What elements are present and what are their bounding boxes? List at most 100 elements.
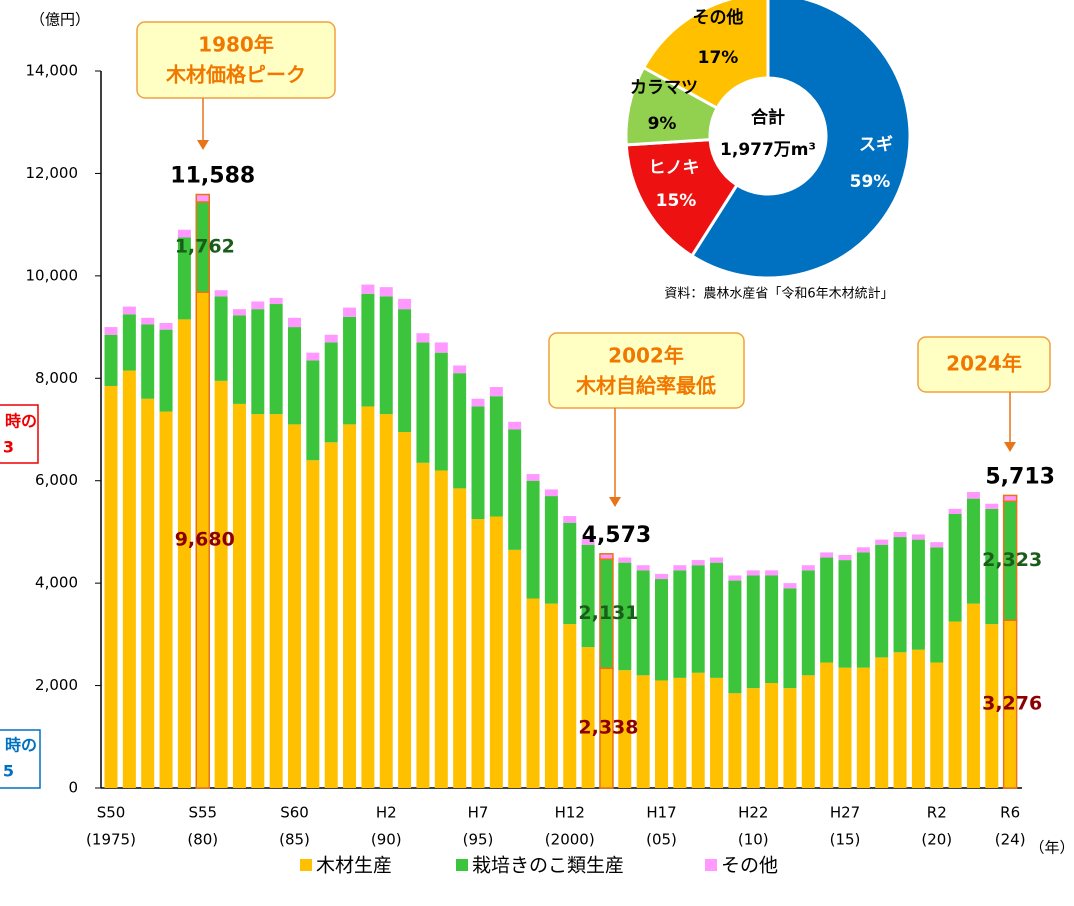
bar-segment <box>141 324 155 399</box>
bar-segment <box>856 547 870 553</box>
x-tick-label: (15) <box>830 831 861 849</box>
bar-segment <box>122 306 136 315</box>
bar-segment <box>655 579 668 681</box>
donut-center: 合計 <box>751 107 785 128</box>
bar-segment <box>526 598 540 788</box>
bar-segment <box>251 309 265 415</box>
bar-segment <box>288 424 301 788</box>
bar-segment <box>820 662 834 788</box>
bar-segment <box>655 573 668 580</box>
bar-segment <box>875 544 889 658</box>
slice-value: 9% <box>648 114 677 134</box>
x-tick-label: (24) <box>995 831 1026 849</box>
bar-segment <box>820 552 834 558</box>
bar-segment <box>801 570 815 676</box>
arrow-head <box>609 497 621 507</box>
x-tick-label: H12 <box>555 804 585 822</box>
callout-text: 木材自給率最低 <box>575 374 716 398</box>
value-label: 3,276 <box>982 693 1042 715</box>
bar-segment <box>673 570 687 678</box>
x-tick-label: H27 <box>830 804 860 822</box>
callout-text: 2024年 <box>946 352 1022 376</box>
note-text: 時の <box>5 736 37 755</box>
bar-segment <box>838 667 852 788</box>
bar-segment <box>232 309 246 316</box>
bar-segment <box>856 667 870 788</box>
bar-segment <box>618 562 632 671</box>
bar-segment <box>966 603 980 788</box>
bar-segment <box>911 539 925 650</box>
bar-segment <box>416 462 430 788</box>
value-label: 9,680 <box>175 529 235 551</box>
bar-segment <box>232 403 246 788</box>
bar-segment <box>471 519 485 788</box>
bar-segment <box>453 488 467 788</box>
legend-label: 栽培きのこ類生産 <box>472 855 624 877</box>
x-tick-label: H2 <box>376 804 397 822</box>
bar-segment <box>343 307 357 317</box>
bar-segment <box>893 652 907 788</box>
bar-segment <box>416 342 430 463</box>
bar-segment <box>232 315 246 404</box>
bar-segment <box>434 352 448 471</box>
x-tick-label: H7 <box>468 804 489 822</box>
arrow-head <box>197 140 209 150</box>
bar-segment <box>251 301 265 310</box>
bar-segment <box>930 547 944 663</box>
slice-value: 59% <box>850 172 891 192</box>
bar-segment <box>508 421 522 430</box>
note-text: 5 <box>3 762 14 781</box>
bar-segment <box>379 296 393 415</box>
bar-segment <box>544 489 558 497</box>
bar-segment <box>691 560 705 566</box>
bar-segment <box>471 406 485 520</box>
bar-segment <box>453 373 467 489</box>
total-label: 4,573 <box>582 523 652 548</box>
slice-label: その他 <box>693 7 744 28</box>
bar-segment <box>361 406 375 788</box>
x-tick-label: (20) <box>921 831 952 849</box>
bar-segment <box>306 460 320 788</box>
bar-segment <box>636 675 650 788</box>
x-tick-label: (95) <box>463 831 494 849</box>
bar-segment <box>159 322 173 330</box>
value-label: 2,131 <box>578 602 638 624</box>
slice-value: 17% <box>698 48 739 68</box>
slice-label: スギ <box>859 135 893 155</box>
bar-segment <box>343 424 357 788</box>
bar-segment <box>875 657 889 788</box>
bar-segment <box>104 327 118 335</box>
donut-center: 1,977万m³ <box>720 140 816 160</box>
bar-segment <box>801 675 815 788</box>
bar-segment <box>471 398 485 407</box>
x-tick-label: (1975) <box>86 831 136 849</box>
bar-segment <box>673 565 687 571</box>
bar-segment <box>948 514 962 622</box>
bar-segment <box>379 414 393 788</box>
legend-swatch <box>705 859 717 871</box>
bar-segment <box>636 570 650 676</box>
y-tick-label: 2,000 <box>35 676 78 694</box>
y-tick-label: 10,000 <box>26 266 79 284</box>
bar-segment <box>765 575 779 684</box>
bar-segment <box>966 498 980 604</box>
callout-text: 1980年 <box>198 33 274 57</box>
value-label: 2,338 <box>578 717 638 739</box>
bar-segment <box>324 442 338 788</box>
bar-segment <box>655 680 668 788</box>
legend-label: 木材生産 <box>316 855 392 877</box>
donut-slice <box>689 0 912 280</box>
arrow-head <box>1004 442 1016 452</box>
callout-box <box>136 21 336 99</box>
bar-segment <box>581 647 595 788</box>
bar-segment <box>911 534 925 540</box>
bar-segment <box>966 491 980 499</box>
bar-segment <box>746 570 760 576</box>
bar-segment <box>783 688 797 788</box>
x-tick-label: H22 <box>738 804 768 822</box>
y-tick-label: 14,000 <box>26 62 79 80</box>
bar-segment <box>195 193 210 203</box>
bar-segment <box>746 688 760 788</box>
bar-segment <box>673 677 687 788</box>
